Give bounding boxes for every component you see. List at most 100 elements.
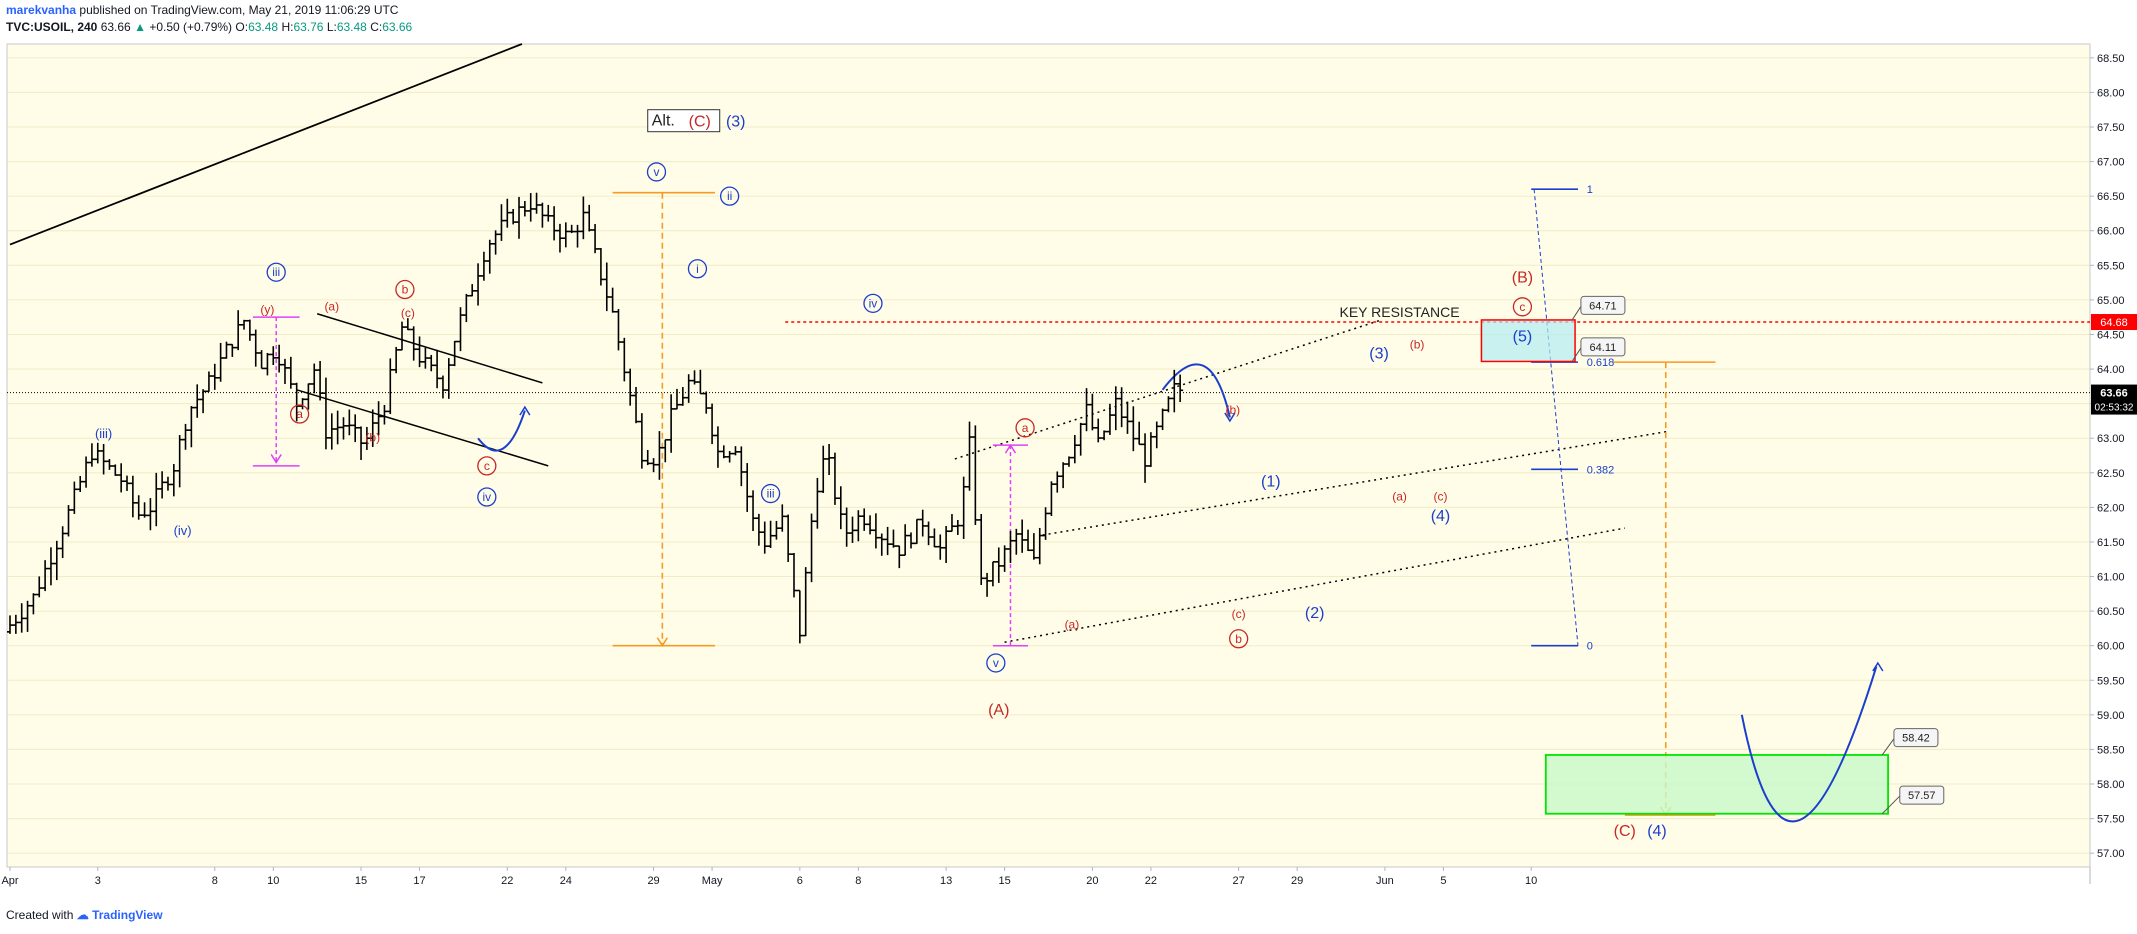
time-tick-label: 10 bbox=[267, 875, 279, 887]
ohlc-bar bbox=[194, 384, 201, 418]
price-tick-label: 59.00 bbox=[2097, 710, 2125, 722]
ohlc-bar bbox=[328, 413, 335, 450]
ohlc-bar bbox=[1054, 471, 1061, 493]
ohlc-bar bbox=[375, 401, 382, 436]
ohlc-bar bbox=[831, 452, 838, 505]
ohlc-bar bbox=[404, 318, 411, 331]
time-tick-label: 20 bbox=[1086, 875, 1098, 887]
ohlc-bar bbox=[65, 505, 72, 537]
ohlc-bar bbox=[603, 262, 610, 312]
time-tick-label: 13 bbox=[940, 875, 952, 887]
ohlc-bar bbox=[164, 476, 171, 491]
ohlc-bar bbox=[872, 513, 879, 549]
ohlc-bar bbox=[1036, 527, 1043, 565]
author-link[interactable]: marekvanha bbox=[6, 3, 77, 17]
wave-label-wave_c_plain: (c) bbox=[1232, 607, 1246, 621]
price-tick-label: 68.50 bbox=[2097, 53, 2125, 65]
current-price-text: 63.66 bbox=[2100, 388, 2128, 400]
ohlc-bar bbox=[229, 343, 236, 357]
wave-label-wave_b_plain: (b) bbox=[1410, 337, 1425, 351]
footer: Created with ☁ TradingView bbox=[6, 908, 163, 922]
tradingview-brand[interactable]: TradingView bbox=[92, 908, 163, 922]
ohlc-bar bbox=[820, 445, 827, 493]
svg-text:64.11: 64.11 bbox=[1590, 342, 1617, 354]
svg-text:iv: iv bbox=[869, 296, 878, 310]
ohlc-bar bbox=[691, 370, 698, 385]
wave-label-wave_B: (B) bbox=[1512, 270, 1533, 287]
ohlc-bar bbox=[1118, 387, 1125, 428]
ohlc-bar bbox=[1060, 462, 1067, 489]
ohlc-bar bbox=[398, 321, 405, 351]
ohlc-bar bbox=[317, 360, 324, 401]
ohlc-bar bbox=[252, 329, 259, 367]
ohlc-bar bbox=[1048, 481, 1055, 517]
ohlc-bar bbox=[703, 391, 710, 414]
time-tick-label: 3 bbox=[95, 875, 101, 887]
ohlc-bar bbox=[305, 383, 312, 410]
ohlc-bar bbox=[709, 403, 716, 445]
ohlc-bar bbox=[30, 593, 37, 615]
wave-label-wave_A: (A) bbox=[988, 702, 1009, 719]
ohlc-bar bbox=[241, 319, 248, 330]
ohlc-bar bbox=[369, 409, 376, 447]
ohlc-bar bbox=[410, 326, 417, 361]
key-resistance-price-tag bbox=[2091, 314, 2137, 331]
plot-area[interactable] bbox=[7, 44, 2090, 867]
price-axis[interactable] bbox=[2090, 44, 2137, 867]
ohlc-bar bbox=[416, 336, 423, 368]
svg-text:64.71: 64.71 bbox=[1589, 300, 1617, 312]
ohlc-bar bbox=[527, 193, 534, 222]
last-price: 63.66 bbox=[100, 20, 131, 34]
ohlc-bar bbox=[1147, 432, 1154, 467]
ohlc-bar bbox=[685, 374, 692, 403]
ohlc-bar bbox=[1159, 408, 1166, 431]
ohlc-bar bbox=[521, 201, 528, 217]
ohlc-bar bbox=[919, 509, 926, 537]
ohlc-bar bbox=[802, 567, 809, 637]
ohlc-bar bbox=[644, 449, 651, 466]
wave-label-wave_b_plain: (b) bbox=[1225, 403, 1240, 417]
ohlc-bar bbox=[124, 475, 131, 491]
key-resistance-price-text: 64.68 bbox=[2100, 317, 2128, 329]
high-value: 63.76 bbox=[293, 20, 324, 34]
wave-label-wave_a_plain: (a) bbox=[324, 299, 339, 313]
price-tick-label: 66.00 bbox=[2097, 226, 2125, 238]
ohlc-bar bbox=[434, 349, 441, 389]
target-resistance-box[interactable] bbox=[1480, 319, 1576, 363]
price-tick-label: 60.50 bbox=[2097, 606, 2125, 618]
ohlc-bar bbox=[937, 534, 944, 560]
ohlc-bar bbox=[592, 224, 599, 254]
ohlc-bar bbox=[381, 405, 388, 425]
ohlc-bar bbox=[1077, 422, 1084, 456]
ohlc-bar bbox=[960, 476, 967, 539]
price-tick-label: 68.00 bbox=[2097, 87, 2125, 99]
ohlc-bar bbox=[679, 387, 686, 406]
time-tick-label: 22 bbox=[501, 875, 513, 887]
ohlc-bar bbox=[246, 319, 253, 341]
ohlc-bar bbox=[200, 389, 207, 414]
ohlc-bar bbox=[439, 375, 446, 399]
ohlc-bar bbox=[106, 458, 113, 470]
ohlc-bar bbox=[42, 560, 49, 592]
wave-label-wave_iv_plain: (iv) bbox=[174, 523, 192, 538]
wave-label-circ_ii: ii bbox=[719, 186, 740, 206]
fib-label: 1 bbox=[1587, 184, 1593, 196]
ohlc-bar bbox=[311, 363, 318, 394]
wave-label-wave_5: (5) bbox=[1513, 328, 1533, 345]
alt-wave-red: (C) bbox=[689, 114, 711, 131]
target-support-box[interactable] bbox=[1544, 754, 1889, 815]
time-tick-label: 6 bbox=[797, 875, 803, 887]
open-value: 63.48 bbox=[248, 20, 279, 34]
ohlc-bar bbox=[744, 463, 751, 512]
ohlc-bar bbox=[761, 521, 768, 554]
price-tick-label: 57.00 bbox=[2097, 848, 2125, 860]
channel-upper-line bbox=[316, 313, 543, 384]
ohlc-bar bbox=[925, 521, 932, 546]
ohlc-bar bbox=[650, 458, 657, 473]
trend-line bbox=[9, 43, 523, 246]
ohlc-bar bbox=[322, 377, 329, 450]
ohlc-bar bbox=[334, 410, 341, 445]
ohlc-bar bbox=[878, 533, 885, 556]
ohlc-bar bbox=[205, 371, 212, 393]
